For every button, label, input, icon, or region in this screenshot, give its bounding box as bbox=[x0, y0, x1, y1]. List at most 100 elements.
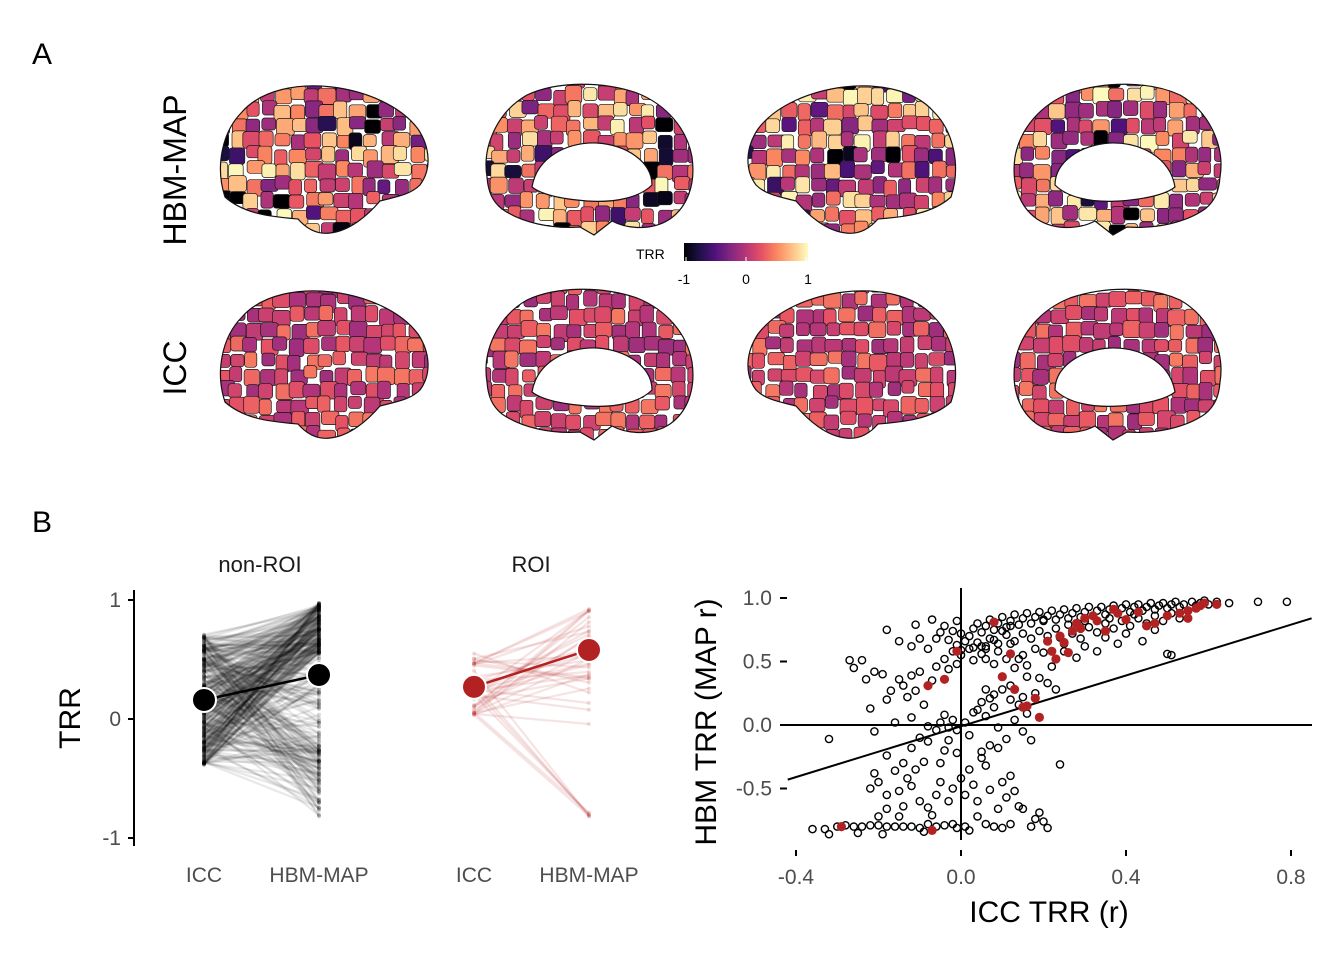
trr-point-hbm bbox=[317, 697, 321, 702]
scatter-point-non-roi bbox=[998, 777, 1007, 787]
trr-point-hbm bbox=[317, 607, 321, 612]
trr-slope-line bbox=[203, 644, 320, 744]
trr-point-icc bbox=[202, 634, 206, 639]
trr-slope-line bbox=[203, 643, 320, 753]
scatter-point-non-roi bbox=[1035, 808, 1044, 817]
trr-point-hbm bbox=[317, 640, 321, 645]
trr-point-icc bbox=[202, 676, 206, 681]
scatter-point-non-roi bbox=[861, 675, 871, 684]
trr-point-icc bbox=[202, 740, 206, 745]
trr-point-hbm bbox=[317, 629, 321, 633]
trr-point-hbm bbox=[317, 650, 321, 655]
trr-point-icc bbox=[202, 719, 206, 724]
scatter-point-non-roi bbox=[993, 743, 1003, 753]
trr-slope-line bbox=[203, 625, 320, 722]
trr-point-hbm bbox=[317, 643, 321, 648]
trr-slope-line bbox=[203, 642, 320, 647]
trr-slope-line bbox=[473, 652, 590, 694]
scatter-point-non-roi bbox=[998, 823, 1007, 833]
trr-slope-line bbox=[473, 637, 590, 707]
trr-point-icc bbox=[202, 636, 206, 641]
scatter-point-non-roi bbox=[973, 812, 982, 821]
trr-point-icc bbox=[202, 759, 206, 764]
trr-point-icc bbox=[202, 639, 206, 643]
scatter-point-non-roi bbox=[866, 784, 875, 793]
trr-point-icc bbox=[202, 734, 206, 739]
scatter-point-non-roi bbox=[1158, 598, 1168, 608]
scatter-point-non-roi bbox=[1146, 598, 1156, 608]
trr-point-hbm bbox=[317, 637, 321, 642]
trr-slope-line bbox=[203, 690, 320, 753]
trr-slope-line bbox=[203, 608, 320, 651]
scatter-point-non-roi bbox=[981, 761, 991, 770]
trr-point-icc bbox=[202, 715, 206, 720]
trr-point-icc bbox=[202, 761, 206, 766]
trr-point-icc bbox=[202, 725, 206, 730]
scatter-point-non-roi bbox=[1224, 598, 1234, 608]
trr-point-hbm bbox=[317, 602, 321, 607]
scatter-point-non-roi bbox=[919, 827, 929, 837]
trr-point-hbm bbox=[317, 788, 321, 793]
panel-a-letter: A bbox=[32, 38, 52, 71]
trr-point-hbm bbox=[317, 751, 321, 756]
trr-point-hbm bbox=[317, 608, 321, 612]
trr-slope-line bbox=[203, 687, 320, 752]
trr-point-hbm bbox=[317, 614, 321, 619]
trr-slope-line bbox=[203, 657, 320, 811]
trr-point-hbm bbox=[317, 614, 321, 619]
trr-slope-line bbox=[203, 643, 320, 653]
trr-slope-line bbox=[203, 641, 320, 710]
trr-slope-line bbox=[203, 618, 320, 698]
scatter-point-non-roi bbox=[849, 822, 859, 831]
trr-point-hbm bbox=[317, 648, 321, 653]
trr-point-hbm bbox=[317, 637, 321, 642]
scatter-point-non-roi bbox=[882, 790, 892, 800]
trr-point-hbm bbox=[317, 627, 321, 632]
scatter-point-non-roi bbox=[1002, 793, 1011, 802]
trr-point-hbm bbox=[317, 618, 321, 623]
trr-slope-line bbox=[203, 734, 320, 764]
scatter-point-non-roi bbox=[993, 723, 1003, 732]
trr-point-hbm bbox=[317, 743, 321, 748]
trr-point-icc bbox=[202, 738, 206, 743]
scatter-point-non-roi bbox=[899, 802, 908, 811]
trr-slope-line bbox=[473, 657, 590, 684]
trr-point-icc bbox=[202, 757, 206, 762]
trr-slope-line bbox=[203, 697, 320, 757]
scatter-point-non-roi bbox=[1006, 621, 1015, 631]
trr-slope-line bbox=[203, 658, 320, 747]
scatter-point-non-roi bbox=[927, 615, 937, 624]
trr-point-icc bbox=[202, 761, 206, 766]
trr-point-hbm bbox=[317, 610, 321, 615]
trr-slope-line bbox=[203, 659, 320, 704]
trr-point-hbm bbox=[317, 778, 321, 783]
scatter-point-non-roi bbox=[870, 769, 879, 778]
trr-point-icc bbox=[202, 647, 206, 652]
scatter-point-non-roi bbox=[1163, 649, 1172, 659]
trr-slope-line bbox=[203, 610, 320, 719]
trr-slope-line bbox=[203, 669, 320, 766]
trr-slope-line bbox=[203, 727, 320, 750]
trr-point-hbm bbox=[317, 652, 321, 657]
trr-point-icc bbox=[202, 747, 206, 752]
trr-point-hbm bbox=[317, 627, 321, 632]
trr-point-icc bbox=[202, 745, 206, 750]
trr-slope-line bbox=[203, 609, 320, 729]
scatter-point-non-roi bbox=[911, 765, 920, 774]
scatter-point-non-roi bbox=[1014, 620, 1024, 630]
trr-point-hbm bbox=[317, 643, 321, 648]
trr-point-hbm bbox=[317, 698, 321, 703]
panel-a: A HBM-MAP ICC TRR -1 0 1 bbox=[32, 38, 1222, 441]
scatter-point-non-roi bbox=[923, 644, 933, 654]
trr-point-icc bbox=[202, 655, 206, 660]
trr-slope-line bbox=[203, 640, 320, 731]
trr-point-icc bbox=[202, 713, 206, 718]
trr-point-hbm bbox=[317, 634, 321, 639]
trr-point-icc bbox=[202, 735, 206, 740]
trr-point-hbm bbox=[317, 626, 321, 631]
scatter-point-non-roi bbox=[1006, 695, 1015, 704]
trr-slope-line bbox=[203, 636, 320, 756]
trr-point-hbm bbox=[317, 624, 321, 629]
trr-point-icc bbox=[202, 749, 206, 754]
trr-point-hbm bbox=[317, 602, 321, 606]
